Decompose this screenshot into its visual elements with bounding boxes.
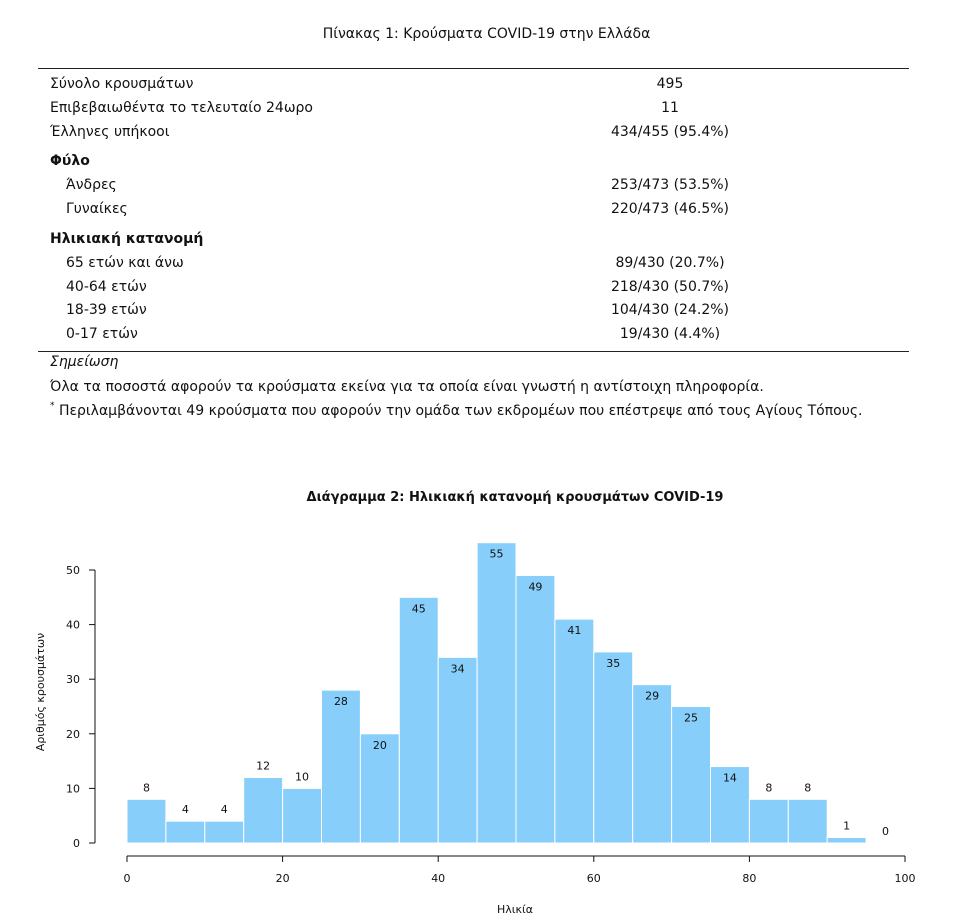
bar-value-label: 12: [256, 759, 270, 772]
histogram-bar: [204, 820, 245, 844]
x-tick-label: 100: [895, 872, 916, 885]
histogram-bar: [282, 787, 323, 844]
section-header-age: Ηλικιακή κατανομή: [50, 231, 890, 255]
x-tick-label: 0: [124, 872, 131, 885]
x-tick-label: 80: [742, 872, 756, 885]
x-tick-label: 60: [587, 872, 601, 885]
histogram-bar: [748, 798, 789, 844]
histogram-bar: [437, 656, 478, 844]
row-value: 19/430 (4.4%): [619, 326, 721, 342]
histogram-bar: [126, 798, 167, 844]
histogram-bar: [554, 618, 595, 844]
table-title: Πίνακας 1: Κρούσματα COVID-19 στην Ελλάδ…: [322, 26, 651, 42]
x-tick-label: 20: [276, 872, 290, 885]
table-row: Έλληνες υπήκοοι 434/455 (95.4%): [50, 124, 890, 148]
bar-value-label: 8: [804, 781, 811, 794]
histogram-bar: [515, 574, 556, 844]
bar-value-label: 49: [528, 580, 542, 593]
bar-value-label: 55: [490, 548, 504, 561]
bar-value-label: 8: [765, 781, 772, 794]
note-title: Σημείωση: [50, 354, 119, 370]
bar-value-label: 34: [451, 662, 465, 675]
y-tick-label: 50: [66, 564, 80, 577]
table-row: 40-64 ετών 218/430 (50.7%): [50, 279, 890, 303]
y-axis-title: Αριθμός κρουσμάτων: [34, 633, 47, 751]
row-value: 104/430 (24.2%): [610, 302, 729, 318]
table-row: 0-17 ετών 19/430 (4.4%): [50, 326, 890, 350]
histogram-bar: [593, 651, 634, 844]
row-label: 0-17 ετών: [66, 326, 138, 342]
section-header-label: Φύλο: [50, 153, 90, 169]
row-label: Άνδρες: [66, 177, 117, 193]
row-value: 11: [661, 100, 679, 116]
histogram-bar: [398, 596, 439, 844]
histogram-bar: [476, 542, 517, 844]
histogram-bar: [243, 776, 284, 844]
y-tick-label: 40: [66, 619, 80, 632]
table-top-rule: [38, 68, 909, 69]
row-label: Σύνολο κρουσμάτων: [50, 76, 194, 92]
bar-value-label: 0: [882, 825, 889, 838]
bar-value-label: 4: [221, 803, 228, 816]
bar-value-label: 4: [182, 803, 189, 816]
note-line: Όλα τα ποσοστά αφορούν τα κρούσματα εκεί…: [50, 379, 764, 395]
histogram-bar: [321, 689, 361, 844]
row-value: 89/430 (20.7%): [615, 255, 725, 271]
table-row: Γυναίκες 220/473 (46.5%): [50, 201, 890, 225]
note-text: Περιλαμβάνονται 49 κρούσματα που αφορούν…: [58, 403, 863, 419]
bar-value-label: 8: [143, 781, 150, 794]
row-label: Έλληνες υπήκοοι: [50, 124, 170, 140]
bar-value-label: 29: [645, 690, 659, 703]
y-tick-label: 10: [66, 782, 80, 795]
bar-value-label: 41: [567, 624, 581, 637]
row-value: 253/473 (53.5%): [610, 177, 729, 193]
y-tick-label: 20: [66, 728, 80, 741]
bar-value-label: 28: [334, 695, 348, 708]
table-bottom-rule: [38, 351, 909, 352]
footnote-asterisk: *: [50, 401, 55, 411]
bar-value-label: 14: [723, 772, 737, 785]
table-row: 18-39 ετών 104/430 (24.2%): [50, 302, 890, 326]
table-row: Επιβεβαιωθέντα το τελευταίο 24ωρο 11: [50, 100, 890, 124]
bar-value-label: 45: [412, 602, 426, 615]
chart-title: Διάγραμμα 2: Ηλικιακή κατανομή κρουσμάτω…: [306, 490, 724, 505]
section-header-sex: Φύλο: [50, 153, 890, 177]
row-value: 434/455 (95.4%): [610, 124, 729, 140]
row-label: Επιβεβαιωθέντα το τελευταίο 24ωρο: [50, 100, 313, 116]
y-tick-label: 0: [73, 837, 80, 850]
histogram-bar: [787, 798, 828, 844]
row-value: 218/430 (50.7%): [610, 279, 729, 295]
histogram-bar: [165, 820, 206, 844]
row-label: 18-39 ετών: [66, 302, 147, 318]
histogram-bar: [632, 684, 673, 844]
table-row: Άνδρες 253/473 (53.5%): [50, 177, 890, 201]
table-row: Σύνολο κρουσμάτων 495: [50, 76, 890, 100]
row-label: Γυναίκες: [66, 201, 128, 217]
bar-value-label: 25: [684, 712, 698, 725]
x-tick-label: 40: [431, 872, 445, 885]
table-row: 65 ετών και άνω 89/430 (20.7%): [50, 255, 890, 279]
bar-value-label: 1: [843, 820, 850, 833]
row-label: 40-64 ετών: [66, 279, 147, 295]
x-axis-title: Ηλικία: [497, 903, 533, 916]
bar-value-label: 20: [373, 739, 387, 752]
row-label: 65 ετών και άνω: [66, 255, 184, 271]
row-value: 220/473 (46.5%): [610, 201, 729, 217]
note-text: Όλα τα ποσοστά αφορούν τα κρούσματα εκεί…: [50, 379, 764, 395]
section-header-label: Ηλικιακή κατανομή: [50, 231, 204, 247]
histogram-bar: [359, 733, 400, 844]
row-value: 495: [656, 76, 684, 92]
y-tick-label: 30: [66, 673, 80, 686]
bar-value-label: 35: [606, 657, 620, 670]
bar-value-label: 10: [295, 770, 309, 783]
histogram-bar: [826, 837, 867, 844]
note-line-footnote: * Περιλαμβάνονται 49 κρούσματα που αφορο…: [50, 401, 863, 419]
histogram-bar: [671, 706, 711, 844]
